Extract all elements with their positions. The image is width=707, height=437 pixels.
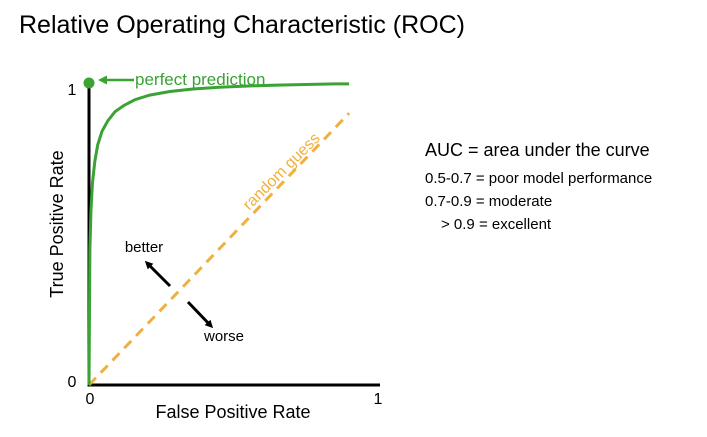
better-label: better: [125, 239, 163, 256]
worse-arrow: [186, 300, 214, 329]
auc-item-excellent: > 0.9 = excellent: [441, 216, 552, 233]
random-guess-label: random guess: [240, 130, 324, 214]
random-guess-line: [87, 112, 351, 387]
y-tick-label: 0: [68, 374, 77, 391]
auc-definition: AUC = area under the curve: [425, 140, 650, 160]
better-arrow: [144, 260, 172, 288]
roc-curve-line: [87, 82, 350, 386]
auc-item-poor: 0.5-0.7 = poor model performance: [425, 170, 653, 187]
page-title: Relative Operating Characteristic (ROC): [19, 11, 465, 39]
x-tick-label: 0: [86, 391, 95, 408]
perfect-prediction-point: [83, 77, 95, 89]
auc-panel: AUC = area under the curve 0.5-0.7 = poo…: [425, 140, 652, 233]
x-tick-label: 1: [374, 391, 383, 408]
x-axis-label: False Positive Rate: [155, 402, 310, 422]
auc-item-moderate: 0.7-0.9 = moderate: [425, 193, 553, 210]
worse-label: worse: [203, 328, 244, 345]
y-tick-label: 1: [68, 82, 77, 99]
y-axis-label: True Positive Rate: [47, 150, 67, 297]
auc-scale-list: 0.5-0.7 = poor model performance 0.7-0.9…: [425, 170, 652, 233]
perfect-prediction-label: perfect prediction: [135, 70, 265, 89]
